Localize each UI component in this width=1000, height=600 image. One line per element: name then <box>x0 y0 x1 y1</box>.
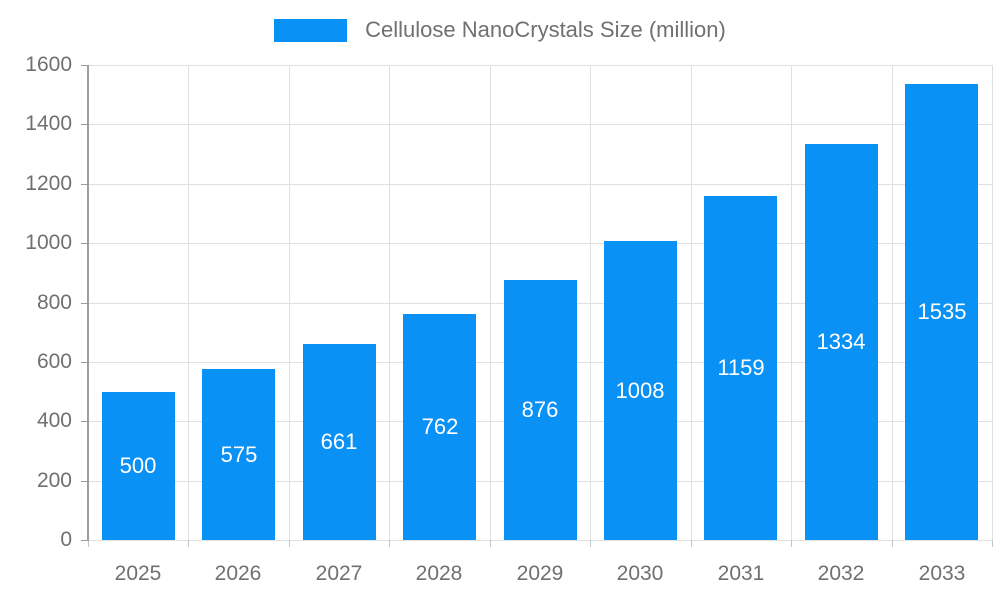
x-gridline <box>289 65 290 540</box>
bar-2030[interactable] <box>604 241 677 540</box>
x-gridline <box>691 65 692 540</box>
y-gridline <box>88 540 992 541</box>
bar-2026[interactable] <box>202 369 275 540</box>
x-gridline <box>389 65 390 540</box>
x-tick <box>88 540 89 547</box>
x-axis-label: 2031 <box>717 562 765 585</box>
y-tick <box>81 481 88 482</box>
x-tick <box>590 540 591 547</box>
y-tick <box>81 65 88 66</box>
y-gridline <box>88 65 992 66</box>
x-tick <box>892 540 893 547</box>
x-axis-label: 2027 <box>315 562 363 585</box>
y-gridline <box>88 243 992 244</box>
bar-2031[interactable] <box>704 196 777 540</box>
x-tick <box>791 540 792 547</box>
y-axis-label: 400 <box>36 409 72 432</box>
y-axis-label: 800 <box>36 291 72 314</box>
bar-value-label: 661 <box>320 429 358 454</box>
x-gridline <box>490 65 491 540</box>
bar-2029[interactable] <box>504 280 577 540</box>
y-gridline <box>88 124 992 125</box>
x-axis-label: 2028 <box>415 562 463 585</box>
x-gridline <box>791 65 792 540</box>
y-axis-line <box>87 65 89 541</box>
y-axis-label: 600 <box>36 350 72 373</box>
y-tick <box>81 124 88 125</box>
bar-2025[interactable] <box>102 392 175 540</box>
y-tick <box>81 303 88 304</box>
x-axis-label: 2033 <box>918 562 966 585</box>
y-tick <box>81 421 88 422</box>
bar-value-label: 500 <box>119 453 157 478</box>
bar-2027[interactable] <box>303 344 376 540</box>
bar-value-label: 1334 <box>816 329 866 354</box>
x-tick <box>188 540 189 547</box>
y-axis-label: 1200 <box>25 172 72 195</box>
legend-label: Cellulose NanoCrystals Size (million) <box>365 17 726 42</box>
x-tick <box>289 540 290 547</box>
x-tick <box>389 540 390 547</box>
y-axis-label: 1000 <box>25 231 72 254</box>
x-axis-label: 2029 <box>516 562 564 585</box>
y-axis-label: 0 <box>60 528 72 551</box>
y-tick <box>81 540 88 541</box>
bar-value-label: 1159 <box>717 355 765 380</box>
y-tick <box>81 184 88 185</box>
bar-2033[interactable] <box>905 84 978 540</box>
y-tick <box>81 243 88 244</box>
y-axis-label: 200 <box>36 469 72 492</box>
x-axis-label: 2030 <box>616 562 664 585</box>
bar-2028[interactable] <box>403 314 476 540</box>
bar-value-label: 876 <box>521 397 559 422</box>
x-axis-label: 2032 <box>817 562 865 585</box>
bar-value-label: 575 <box>220 441 258 467</box>
x-axis-label: 2026 <box>214 562 262 585</box>
x-gridline <box>992 65 993 540</box>
bar-value-label: 762 <box>421 414 459 439</box>
x-gridline <box>590 65 591 540</box>
x-tick <box>490 540 491 547</box>
bar-2032[interactable] <box>805 144 878 540</box>
bar-value-label: 1535 <box>917 299 967 324</box>
bar-value-label: 1008 <box>615 377 665 403</box>
y-gridline <box>88 184 992 185</box>
y-axis-label: 1600 <box>25 53 72 76</box>
x-tick <box>992 540 993 547</box>
x-gridline <box>892 65 893 540</box>
x-gridline <box>188 65 189 540</box>
y-axis-label: 1400 <box>25 112 72 135</box>
legend-swatch <box>274 18 348 42</box>
x-axis-label: 2025 <box>114 562 162 585</box>
y-tick <box>81 362 88 363</box>
legend[interactable]: Cellulose NanoCrystals Size (million) <box>0 17 1000 43</box>
x-tick <box>691 540 692 547</box>
